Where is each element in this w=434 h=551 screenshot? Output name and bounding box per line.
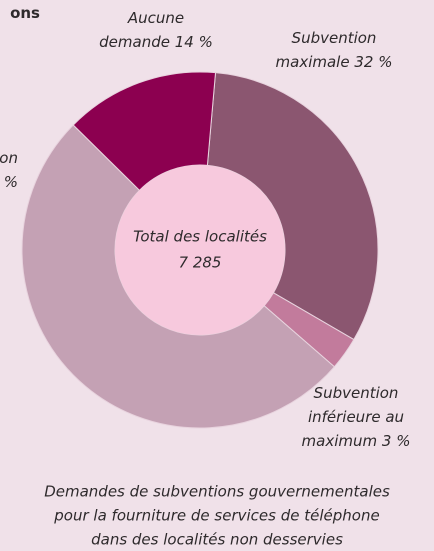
donut-center [115,165,285,335]
slice-value-label: 3 % [382,432,411,450]
slice-label: Subvention [292,29,377,47]
slice-label: Aucune [127,9,184,27]
slice-value-label: 32 % [354,53,392,71]
slice-label-text: Subvention [292,29,377,47]
slice-label-text: ion [0,149,18,167]
slice-label: inférieure au [308,408,404,426]
center-label: Total des localités [133,228,267,246]
caption: dans des localités non desservies [91,531,343,549]
slice-label: maximale 32 % [276,53,393,71]
slice-label-text: inférieure au [308,408,404,426]
slice-value-label: 14 % [175,33,213,51]
caption: pour la fourniture de services de téléph… [53,507,379,525]
slice-label: maximum 3 % [302,432,411,450]
slice-label: % [4,173,18,191]
slice-label-text: maximum [302,432,378,450]
center-label: 7 285 [179,254,222,272]
slice-value-label: % [4,173,18,191]
caption: Demandes de subventions gouvernementales [44,483,390,501]
slice-label: demande 14 % [99,33,213,51]
slice-label-text: Aucune [127,9,184,27]
chart-title: ons [10,4,40,22]
slice-label-text: Subvention [314,384,399,402]
slice-label-text: maximale [276,53,350,71]
slice-label-text: demande [99,33,170,51]
slice-label: ion [0,149,18,167]
slice-label: Subvention [314,384,399,402]
